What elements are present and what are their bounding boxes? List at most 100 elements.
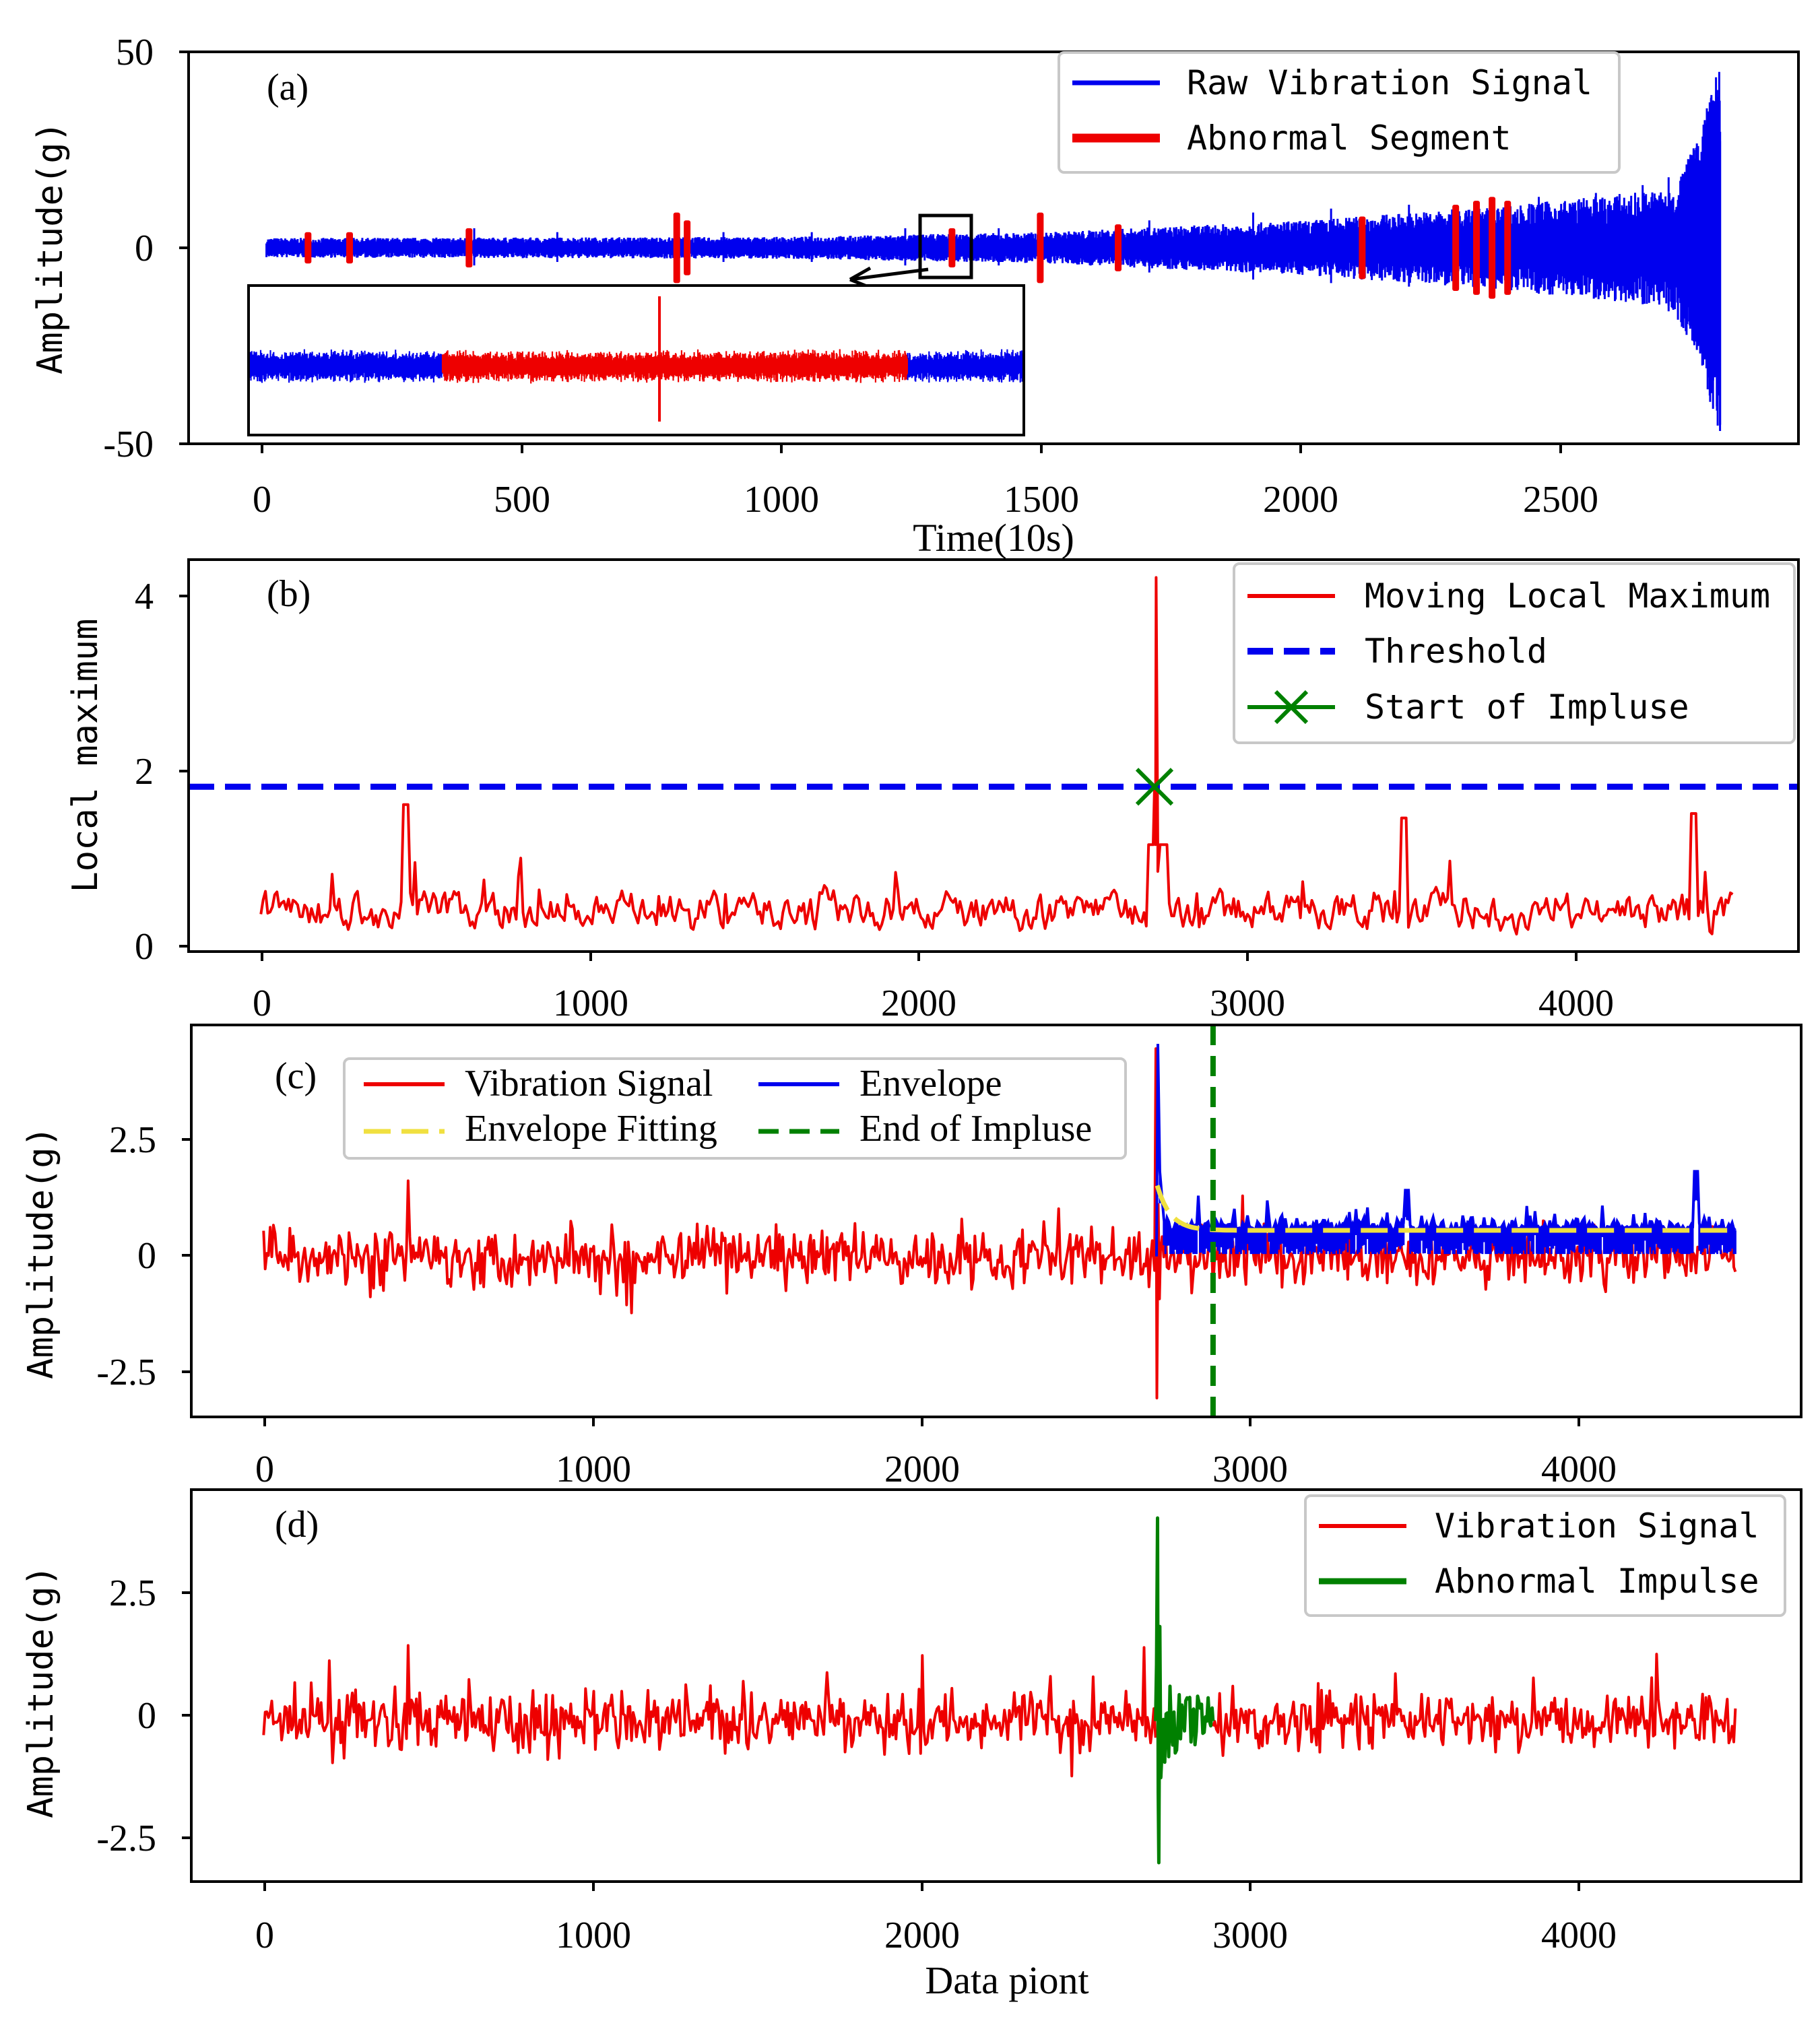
panel-a: (a) Raw Vibration Signal Abnormal Segmen… (30, 32, 1800, 560)
legend-box (1304, 1494, 1786, 1617)
abnormal-segment-mark (948, 228, 956, 268)
legend-label-vibration-signal: Vibration Signal (1435, 1506, 1759, 1546)
x-tick-label: 500 (494, 479, 550, 521)
panel-d: (d) Vibration Signal Abnormal Impulse 2.… (21, 1488, 1802, 2002)
abnormal-segment-mark (1359, 216, 1366, 279)
y-tick-label: 0 (137, 1695, 156, 1737)
envelope-fitting-line (1155, 1185, 1736, 1233)
x-tick-label: 0 (253, 983, 271, 1024)
panel-a-x-axis-label: Time(10s) (913, 516, 1074, 560)
panel-c-legend: Vibration Signal Envelope Envelope Fitti… (343, 1057, 1127, 1160)
x-tick-label: 2000 (881, 983, 956, 1024)
x-tick-label: 4000 (1541, 1449, 1617, 1490)
moving-local-maximum-line (259, 576, 1734, 936)
x-tick-label: 1500 (1004, 479, 1079, 521)
legend-label-vibration-signal: Vibration Signal (465, 1063, 713, 1104)
legend-label-abnormal-segment: Abnormal Segment (1187, 119, 1512, 158)
y-tick-label: -2.5 (96, 1818, 156, 1859)
panel-b-axes-frame (187, 558, 1800, 953)
panel-d-x-ticks: 0 1000 2000 3000 4000 (255, 1882, 1617, 1956)
abnormal-segment-mark (465, 228, 473, 268)
panel-b-y-ticks: 0 2 4 (135, 576, 189, 968)
legend-label-raw-signal: Raw Vibration Signal (1187, 63, 1592, 102)
abnormal-segment-mark (1115, 224, 1122, 271)
y-tick-label: 2 (135, 751, 154, 793)
panel-d-legend: Vibration Signal Abnormal Impulse (1304, 1494, 1786, 1617)
abnormal-segment-mark (684, 220, 691, 275)
start-of-impulse-marker (1135, 768, 1174, 806)
zoom-arrow (849, 267, 929, 281)
x-tick-label: 4000 (1541, 1915, 1617, 1956)
panel-a-label: (a) (267, 67, 308, 108)
x-tick-label: 2500 (1523, 479, 1598, 521)
legend-label-envelope: Envelope (859, 1063, 1002, 1104)
panel-d-label: (d) (275, 1504, 319, 1546)
panel-d-x-axis-label: Data piont (925, 1958, 1088, 2002)
legend-label-start-of-impulse: Start of Impluse (1365, 688, 1689, 727)
x-tick-label: 2000 (1263, 479, 1338, 521)
panel-b-y-axis-label: Local maximum (65, 619, 106, 893)
raw-signal-final-burst (1688, 77, 1722, 425)
abnormal-segment-mark (304, 232, 312, 264)
panel-c-y-ticks: 2.5 0 -2.5 (96, 1119, 191, 1393)
vibration-signal-line (262, 1047, 1737, 1399)
inset-abnormal-signal (441, 349, 908, 384)
x-tick-label: 0 (255, 1915, 274, 1956)
x-tick-label: 1000 (556, 1449, 631, 1490)
vibration-signal-line-before (262, 1644, 1157, 1778)
y-tick-label: 50 (116, 32, 154, 73)
raw-vibration-signal-line (265, 71, 1722, 431)
x-tick-label: 0 (253, 479, 271, 521)
abnormal-segment-mark (1452, 204, 1460, 292)
y-tick-label: 0 (137, 1235, 156, 1277)
legend-box (1058, 51, 1621, 174)
x-tick-label: 0 (255, 1449, 274, 1490)
legend-box (343, 1057, 1127, 1160)
abnormal-impulse-line (1154, 1516, 1215, 1865)
panel-c-axes-frame (190, 1024, 1802, 1418)
panel-b: (b) Moving Local Maximum Threshold Start… (65, 558, 1800, 1024)
panel-c-label: (c) (275, 1055, 317, 1097)
panel-d-y-ticks: 2.5 0 -2.5 (96, 1572, 191, 1859)
panel-c-x-ticks: 0 1000 2000 3000 4000 (255, 1417, 1617, 1490)
panel-c: (c) Vibration Signal Envelope Envelope F… (21, 1024, 1802, 1490)
x-tick-label: 2000 (884, 1449, 960, 1490)
legend-marker-x (1274, 690, 1309, 725)
abnormal-segment-mark (1504, 201, 1512, 295)
y-tick-label: -50 (103, 424, 154, 465)
panel-a-y-axis-label: Amplitude(g) (30, 121, 71, 374)
legend-label-moving-local-maximum: Moving Local Maximum (1365, 576, 1770, 616)
y-tick-label: 4 (135, 576, 154, 618)
x-tick-label: 3000 (1212, 1449, 1288, 1490)
y-tick-label: 0 (135, 926, 154, 968)
abnormal-segment-mark (1489, 197, 1496, 299)
panel-a-x-ticks: 0 500 1000 1500 2000 2500 (253, 444, 1598, 521)
legend-label-threshold: Threshold (1365, 632, 1547, 671)
panel-a-y-ticks: 50 0 -50 (103, 32, 189, 465)
inset-frame (247, 284, 1025, 436)
panel-d-y-axis-label: Amplitude(g) (21, 1565, 61, 1818)
y-tick-label: 2.5 (109, 1119, 156, 1161)
y-tick-label: 0 (135, 228, 154, 269)
x-tick-label: 3000 (1212, 1915, 1288, 1956)
vibration-signal-line-after (1212, 1653, 1737, 1757)
x-tick-label: 4000 (1538, 983, 1614, 1024)
panel-b-legend: Moving Local Maximum Threshold Start of … (1233, 562, 1796, 744)
legend-label-end-of-impulse: End of Impluse (859, 1108, 1092, 1150)
legend-label-envelope-fitting: Envelope Fitting (465, 1108, 717, 1150)
abnormal-segment-mark (1037, 212, 1044, 284)
x-tick-label: 3000 (1210, 983, 1285, 1024)
x-tick-label: 1000 (553, 983, 628, 1024)
panel-b-label: (b) (267, 573, 311, 615)
y-tick-label: 2.5 (109, 1572, 156, 1614)
legend-box (1233, 562, 1796, 744)
panel-a-legend: Raw Vibration Signal Abnormal Segment (1058, 51, 1621, 174)
panel-b-x-ticks: 0 1000 2000 3000 4000 (253, 952, 1614, 1024)
x-tick-label: 2000 (884, 1915, 960, 1956)
inset-normal-signal (249, 349, 1024, 383)
x-tick-label: 1000 (556, 1915, 631, 1956)
zoom-region-box (918, 213, 973, 279)
legend-label-abnormal-impulse: Abnormal Impulse (1435, 1562, 1759, 1601)
abnormal-segment-mark (673, 212, 680, 284)
